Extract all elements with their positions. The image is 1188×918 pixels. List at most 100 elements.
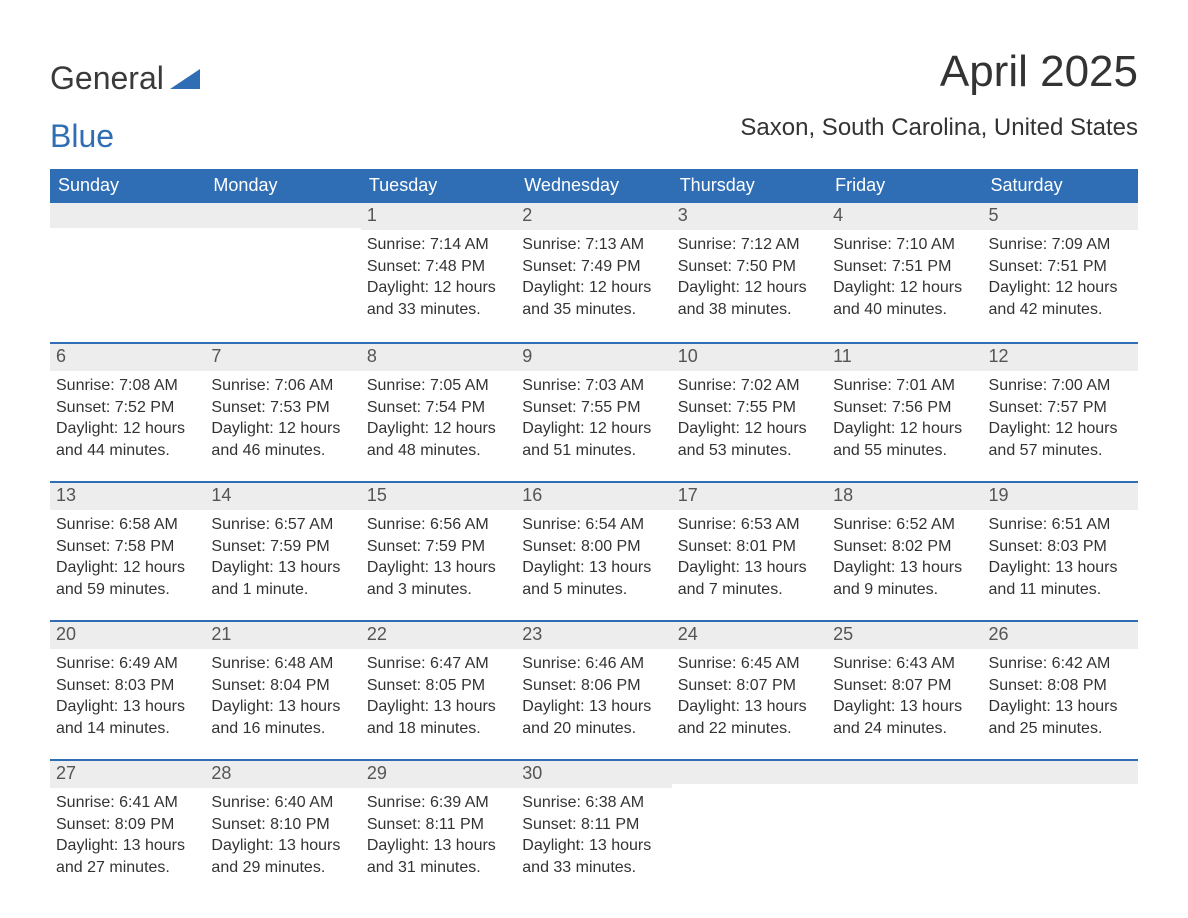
day-number: 30 <box>516 759 671 788</box>
daylight-text: Daylight: 13 hours and 25 minutes. <box>989 696 1132 739</box>
day-number: 15 <box>361 481 516 510</box>
sunset-text: Sunset: 7:52 PM <box>56 397 199 419</box>
daylight-text: Daylight: 12 hours and 38 minutes. <box>678 277 821 320</box>
sunset-text: Sunset: 7:54 PM <box>367 397 510 419</box>
daylight-text: Daylight: 13 hours and 31 minutes. <box>367 835 510 878</box>
calendar-cell <box>50 203 205 342</box>
calendar-cell <box>827 759 982 898</box>
location-label: Saxon, South Carolina, United States <box>740 114 1138 142</box>
day-details: Sunrise: 6:53 AMSunset: 8:01 PMDaylight:… <box>672 510 827 600</box>
daylight-text: Daylight: 12 hours and 46 minutes. <box>211 418 354 461</box>
empty-day <box>50 203 205 228</box>
sunrise-text: Sunrise: 7:14 AM <box>367 234 510 256</box>
day-details: Sunrise: 7:05 AMSunset: 7:54 PMDaylight:… <box>361 371 516 461</box>
sunset-text: Sunset: 7:51 PM <box>989 256 1132 278</box>
calendar-cell: 17Sunrise: 6:53 AMSunset: 8:01 PMDayligh… <box>672 481 827 620</box>
sunset-text: Sunset: 8:10 PM <box>211 814 354 836</box>
sunset-text: Sunset: 7:59 PM <box>211 536 354 558</box>
sunset-text: Sunset: 8:05 PM <box>367 675 510 697</box>
day-details: Sunrise: 6:42 AMSunset: 8:08 PMDaylight:… <box>983 649 1138 739</box>
day-number: 28 <box>205 759 360 788</box>
sunset-text: Sunset: 7:51 PM <box>833 256 976 278</box>
weekday-header-row: Sunday Monday Tuesday Wednesday Thursday… <box>50 169 1138 203</box>
day-details: Sunrise: 6:47 AMSunset: 8:05 PMDaylight:… <box>361 649 516 739</box>
calendar-week-row: 20Sunrise: 6:49 AMSunset: 8:03 PMDayligh… <box>50 620 1138 759</box>
col-monday: Monday <box>205 169 360 203</box>
day-details: Sunrise: 6:40 AMSunset: 8:10 PMDaylight:… <box>205 788 360 878</box>
col-friday: Friday <box>827 169 982 203</box>
daylight-text: Daylight: 12 hours and 42 minutes. <box>989 277 1132 320</box>
sunset-text: Sunset: 8:07 PM <box>678 675 821 697</box>
day-details: Sunrise: 7:12 AMSunset: 7:50 PMDaylight:… <box>672 230 827 320</box>
daylight-text: Daylight: 13 hours and 16 minutes. <box>211 696 354 739</box>
day-number: 6 <box>50 342 205 371</box>
calendar-cell: 22Sunrise: 6:47 AMSunset: 8:05 PMDayligh… <box>361 620 516 759</box>
calendar-cell: 30Sunrise: 6:38 AMSunset: 8:11 PMDayligh… <box>516 759 671 898</box>
day-number: 24 <box>672 620 827 649</box>
sunrise-text: Sunrise: 6:45 AM <box>678 653 821 675</box>
calendar-cell: 25Sunrise: 6:43 AMSunset: 8:07 PMDayligh… <box>827 620 982 759</box>
day-number: 21 <box>205 620 360 649</box>
day-number: 1 <box>361 203 516 230</box>
sunrise-text: Sunrise: 6:47 AM <box>367 653 510 675</box>
day-number: 16 <box>516 481 671 510</box>
daylight-text: Daylight: 13 hours and 14 minutes. <box>56 696 199 739</box>
calendar-body: 1Sunrise: 7:14 AMSunset: 7:48 PMDaylight… <box>50 203 1138 898</box>
sunrise-text: Sunrise: 7:10 AM <box>833 234 976 256</box>
day-number: 9 <box>516 342 671 371</box>
sunrise-text: Sunrise: 6:40 AM <box>211 792 354 814</box>
calendar-cell: 18Sunrise: 6:52 AMSunset: 8:02 PMDayligh… <box>827 481 982 620</box>
day-details: Sunrise: 7:14 AMSunset: 7:48 PMDaylight:… <box>361 230 516 320</box>
calendar-cell: 4Sunrise: 7:10 AMSunset: 7:51 PMDaylight… <box>827 203 982 342</box>
daylight-text: Daylight: 12 hours and 35 minutes. <box>522 277 665 320</box>
calendar-cell: 29Sunrise: 6:39 AMSunset: 8:11 PMDayligh… <box>361 759 516 898</box>
sunrise-text: Sunrise: 7:00 AM <box>989 375 1132 397</box>
calendar-cell: 9Sunrise: 7:03 AMSunset: 7:55 PMDaylight… <box>516 342 671 481</box>
calendar-week-row: 1Sunrise: 7:14 AMSunset: 7:48 PMDaylight… <box>50 203 1138 342</box>
day-details: Sunrise: 7:01 AMSunset: 7:56 PMDaylight:… <box>827 371 982 461</box>
logo-mark-icon <box>170 60 200 97</box>
daylight-text: Daylight: 12 hours and 57 minutes. <box>989 418 1132 461</box>
sunrise-text: Sunrise: 6:57 AM <box>211 514 354 536</box>
day-number: 8 <box>361 342 516 371</box>
day-number: 25 <box>827 620 982 649</box>
day-details: Sunrise: 6:57 AMSunset: 7:59 PMDaylight:… <box>205 510 360 600</box>
calendar-cell: 2Sunrise: 7:13 AMSunset: 7:49 PMDaylight… <box>516 203 671 342</box>
daylight-text: Daylight: 13 hours and 18 minutes. <box>367 696 510 739</box>
day-details: Sunrise: 6:52 AMSunset: 8:02 PMDaylight:… <box>827 510 982 600</box>
sunrise-text: Sunrise: 6:46 AM <box>522 653 665 675</box>
day-number: 27 <box>50 759 205 788</box>
calendar-week-row: 13Sunrise: 6:58 AMSunset: 7:58 PMDayligh… <box>50 481 1138 620</box>
calendar-cell: 8Sunrise: 7:05 AMSunset: 7:54 PMDaylight… <box>361 342 516 481</box>
day-number: 3 <box>672 203 827 230</box>
daylight-text: Daylight: 13 hours and 24 minutes. <box>833 696 976 739</box>
calendar-cell: 20Sunrise: 6:49 AMSunset: 8:03 PMDayligh… <box>50 620 205 759</box>
sunrise-text: Sunrise: 6:51 AM <box>989 514 1132 536</box>
sunset-text: Sunset: 7:58 PM <box>56 536 199 558</box>
sunset-text: Sunset: 8:00 PM <box>522 536 665 558</box>
sunset-text: Sunset: 8:07 PM <box>833 675 976 697</box>
day-details: Sunrise: 6:48 AMSunset: 8:04 PMDaylight:… <box>205 649 360 739</box>
sunset-text: Sunset: 8:04 PM <box>211 675 354 697</box>
sunset-text: Sunset: 8:02 PM <box>833 536 976 558</box>
day-details: Sunrise: 6:41 AMSunset: 8:09 PMDaylight:… <box>50 788 205 878</box>
day-number: 7 <box>205 342 360 371</box>
day-details: Sunrise: 7:03 AMSunset: 7:55 PMDaylight:… <box>516 371 671 461</box>
sunset-text: Sunset: 8:08 PM <box>989 675 1132 697</box>
title-block: April 2025 Saxon, South Carolina, United… <box>740 48 1138 142</box>
sunset-text: Sunset: 8:03 PM <box>56 675 199 697</box>
calendar-cell: 14Sunrise: 6:57 AMSunset: 7:59 PMDayligh… <box>205 481 360 620</box>
sunrise-text: Sunrise: 7:02 AM <box>678 375 821 397</box>
sunset-text: Sunset: 7:55 PM <box>678 397 821 419</box>
sunrise-text: Sunrise: 7:05 AM <box>367 375 510 397</box>
sunset-text: Sunset: 8:11 PM <box>522 814 665 836</box>
day-details: Sunrise: 7:09 AMSunset: 7:51 PMDaylight:… <box>983 230 1138 320</box>
calendar-page: General April 2025 Saxon, South Carolina… <box>0 0 1188 898</box>
sunrise-text: Sunrise: 7:09 AM <box>989 234 1132 256</box>
calendar-cell: 3Sunrise: 7:12 AMSunset: 7:50 PMDaylight… <box>672 203 827 342</box>
calendar-cell: 1Sunrise: 7:14 AMSunset: 7:48 PMDaylight… <box>361 203 516 342</box>
day-number: 10 <box>672 342 827 371</box>
day-details: Sunrise: 7:02 AMSunset: 7:55 PMDaylight:… <box>672 371 827 461</box>
day-details: Sunrise: 6:38 AMSunset: 8:11 PMDaylight:… <box>516 788 671 878</box>
sunset-text: Sunset: 7:50 PM <box>678 256 821 278</box>
